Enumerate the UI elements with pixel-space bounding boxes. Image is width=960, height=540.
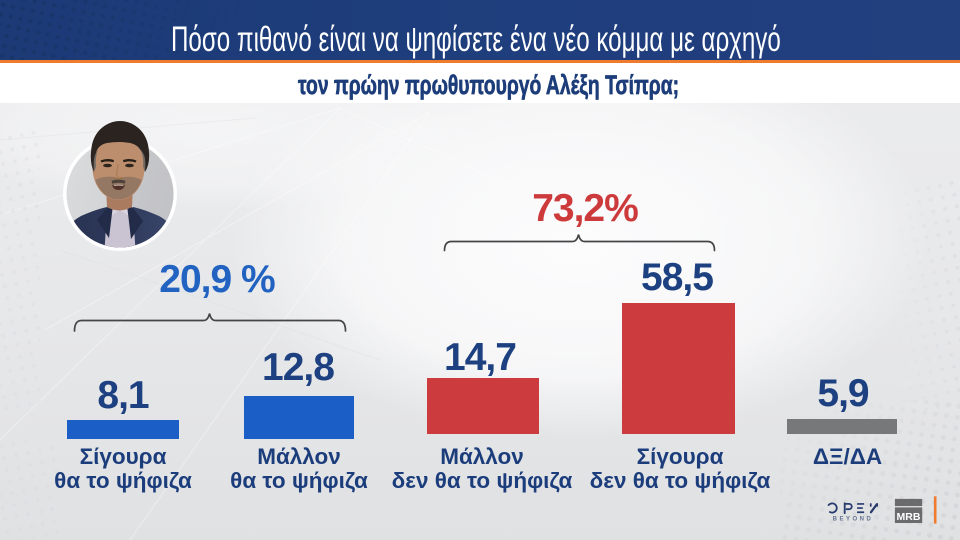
svg-text:BEYOND: BEYOND xyxy=(833,516,874,522)
svg-text:MRB: MRB xyxy=(897,511,921,523)
